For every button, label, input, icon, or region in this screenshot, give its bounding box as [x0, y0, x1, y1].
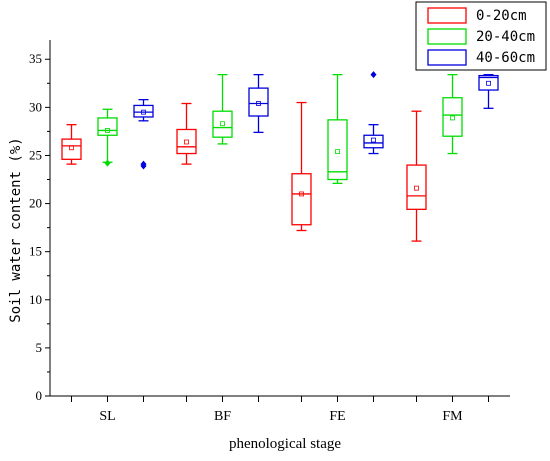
box-20-40cm-FE — [327, 73, 348, 185]
iqr-box — [327, 119, 348, 181]
y-tick-label: 25 — [29, 147, 42, 162]
x-tick-label-fm: FM — [442, 409, 463, 424]
iqr-box — [406, 164, 427, 210]
y-tick-label: 20 — [29, 196, 42, 211]
x-tick-label-sl: SL — [99, 409, 115, 424]
mean-marker — [184, 139, 189, 145]
box-0-20cm-BF — [176, 102, 197, 165]
box-40-60cm-FM — [478, 73, 499, 109]
box-0-20cm-FM — [406, 110, 427, 242]
iqr-box — [478, 74, 499, 91]
iqr-box — [442, 97, 463, 137]
box-40-60cm-FE — [363, 71, 384, 155]
iqr-box — [176, 128, 197, 155]
mean-marker — [141, 109, 146, 115]
mean-marker — [335, 149, 340, 155]
mean-marker — [486, 80, 491, 86]
iqr-box — [248, 87, 269, 117]
mean-marker — [371, 137, 376, 143]
mean-marker — [256, 101, 261, 106]
x-tick-label-bf: BF — [214, 409, 231, 424]
y-tick-label: 15 — [29, 244, 42, 259]
iqr-box — [212, 110, 233, 138]
mean-marker — [299, 191, 304, 197]
iqr-box — [133, 104, 154, 118]
y-tick-label: 30 — [29, 99, 42, 114]
legend-swatch — [427, 49, 467, 66]
outlier-point — [104, 159, 111, 167]
mean-marker — [220, 121, 225, 127]
box-0-20cm-FE — [291, 101, 312, 232]
box-20-40cm-FM — [442, 73, 463, 155]
legend-swatch — [427, 28, 467, 45]
y-tick-label: 10 — [29, 292, 42, 307]
box-40-60cm-SL — [133, 99, 154, 170]
box-20-40cm-BF — [212, 73, 233, 145]
mean-marker — [69, 145, 74, 151]
iqr-box — [61, 138, 82, 160]
mean-marker — [450, 115, 455, 121]
legend-label: 40-60cm — [476, 50, 535, 66]
mean-marker — [105, 128, 110, 133]
y-tick-label: 35 — [29, 51, 42, 66]
iqr-box — [291, 173, 312, 226]
y-tick-label: 5 — [36, 340, 43, 355]
legend-swatch — [427, 7, 467, 24]
iqr-box — [97, 117, 118, 136]
outlier-point — [140, 162, 147, 170]
box-0-20cm-SL — [61, 124, 82, 165]
y-axis-title: Soil water content (%) — [8, 137, 24, 322]
mean-marker — [414, 185, 419, 191]
x-tick-label-fe: FE — [329, 409, 345, 424]
legend-label: 20-40cm — [476, 29, 535, 45]
box-40-60cm-BF — [248, 73, 269, 134]
plot-area: 0 5 10 15 20 25 30 35 SL BF FE FM — [29, 40, 510, 424]
legend-label: 0-20cm — [476, 8, 527, 24]
outlier-point — [370, 71, 377, 79]
iqr-box — [363, 134, 384, 149]
legend: 0-20cm 20-40cm 40-60cm — [415, 1, 547, 71]
x-axis-title: phenological stage — [229, 436, 341, 452]
legend-frame — [415, 1, 547, 71]
box-20-40cm-SL — [97, 108, 118, 167]
y-tick-label: 0 — [36, 388, 43, 403]
